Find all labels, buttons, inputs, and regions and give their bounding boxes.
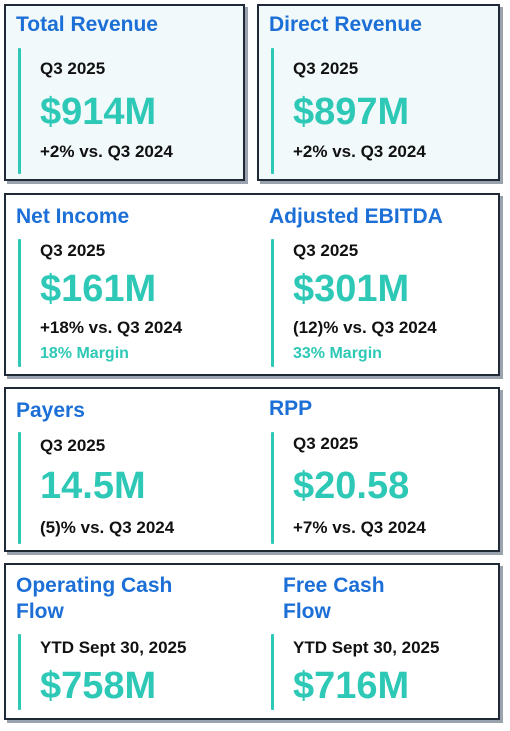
change-label: +7% vs. Q3 2024 bbox=[293, 518, 426, 537]
change-label: +2% vs. Q3 2024 bbox=[293, 142, 426, 161]
metric-value: 14.5M bbox=[40, 465, 146, 507]
accent-bar bbox=[18, 634, 21, 710]
margin-label: 33% Margin bbox=[293, 345, 382, 362]
direct-revenue-card: Direct Revenue Q3 2025 $897M +2% vs. Q3 … bbox=[257, 4, 500, 181]
change-label: +18% vs. Q3 2024 bbox=[40, 318, 183, 337]
change-label: (12)% vs. Q3 2024 bbox=[293, 318, 437, 337]
adjusted-ebitda-metric: Q3 2025 $301M (12)% vs. Q3 2024 33% Marg… bbox=[271, 239, 491, 367]
metric-value: $758M bbox=[40, 665, 157, 707]
direct-revenue-metric: Q3 2025 $897M +2% vs. Q3 2024 bbox=[271, 48, 491, 174]
operating-cash-flow-title-line1: Operating Cash bbox=[16, 574, 173, 597]
payers-title: Payers bbox=[16, 399, 85, 422]
change-label: +2% vs. Q3 2024 bbox=[40, 142, 173, 161]
period-label: Q3 2025 bbox=[293, 59, 359, 78]
net-income-metric: Q3 2025 $161M +18% vs. Q3 2024 18% Margi… bbox=[18, 239, 238, 367]
cash-flow-card: Operating Cash Flow Free Cash Flow YTD S… bbox=[4, 563, 500, 720]
direct-revenue-title: Direct Revenue bbox=[269, 13, 422, 36]
payers-card: Payers RPP Q3 2025 14.5M (5)% vs. Q3 202… bbox=[4, 387, 500, 552]
accent-bar bbox=[18, 239, 21, 367]
adjusted-ebitda-title: Adjusted EBITDA bbox=[269, 205, 443, 228]
period-label: Q3 2025 bbox=[40, 59, 106, 78]
period-label: Q3 2025 bbox=[40, 436, 106, 455]
period-label: YTD Sept 30, 2025 bbox=[293, 638, 440, 657]
operating-cash-flow-metric: YTD Sept 30, 2025 $758M bbox=[18, 634, 248, 710]
accent-bar bbox=[271, 48, 274, 174]
margin-label: 18% Margin bbox=[40, 345, 129, 362]
accent-bar bbox=[271, 634, 274, 710]
free-cash-flow-title-line2: Flow bbox=[283, 600, 331, 623]
period-label: Q3 2025 bbox=[293, 241, 359, 260]
period-label: Q3 2025 bbox=[40, 241, 106, 260]
period-label: YTD Sept 30, 2025 bbox=[40, 638, 187, 657]
change-label: (5)% vs. Q3 2024 bbox=[40, 518, 175, 537]
accent-bar bbox=[18, 48, 21, 174]
rpp-metric: Q3 2025 $20.58 +7% vs. Q3 2024 bbox=[271, 432, 491, 544]
metric-value: $301M bbox=[293, 268, 410, 310]
total-revenue-metric: Q3 2025 $914M +2% vs. Q3 2024 bbox=[18, 48, 238, 174]
metric-value: $161M bbox=[40, 268, 157, 310]
accent-bar bbox=[18, 432, 21, 544]
metric-value: $914M bbox=[40, 91, 157, 133]
operating-cash-flow-title-line2: Flow bbox=[16, 600, 64, 623]
net-income-title: Net Income bbox=[16, 205, 130, 228]
profitability-card: Net Income Adjusted EBITDA Q3 2025 $161M… bbox=[4, 193, 500, 376]
rpp-title: RPP bbox=[269, 397, 313, 420]
period-label: Q3 2025 bbox=[293, 434, 359, 453]
metric-value: $716M bbox=[293, 665, 410, 707]
accent-bar bbox=[271, 239, 274, 367]
total-revenue-card: Total Revenue Q3 2025 $914M +2% vs. Q3 2… bbox=[4, 4, 245, 181]
metric-value: $20.58 bbox=[293, 465, 410, 507]
free-cash-flow-title-line1: Free Cash bbox=[283, 574, 385, 597]
total-revenue-title: Total Revenue bbox=[16, 13, 158, 36]
metric-value: $897M bbox=[293, 91, 410, 133]
accent-bar bbox=[271, 432, 274, 544]
payers-metric: Q3 2025 14.5M (5)% vs. Q3 2024 bbox=[18, 432, 238, 544]
free-cash-flow-metric: YTD Sept 30, 2025 $716M bbox=[271, 634, 491, 710]
